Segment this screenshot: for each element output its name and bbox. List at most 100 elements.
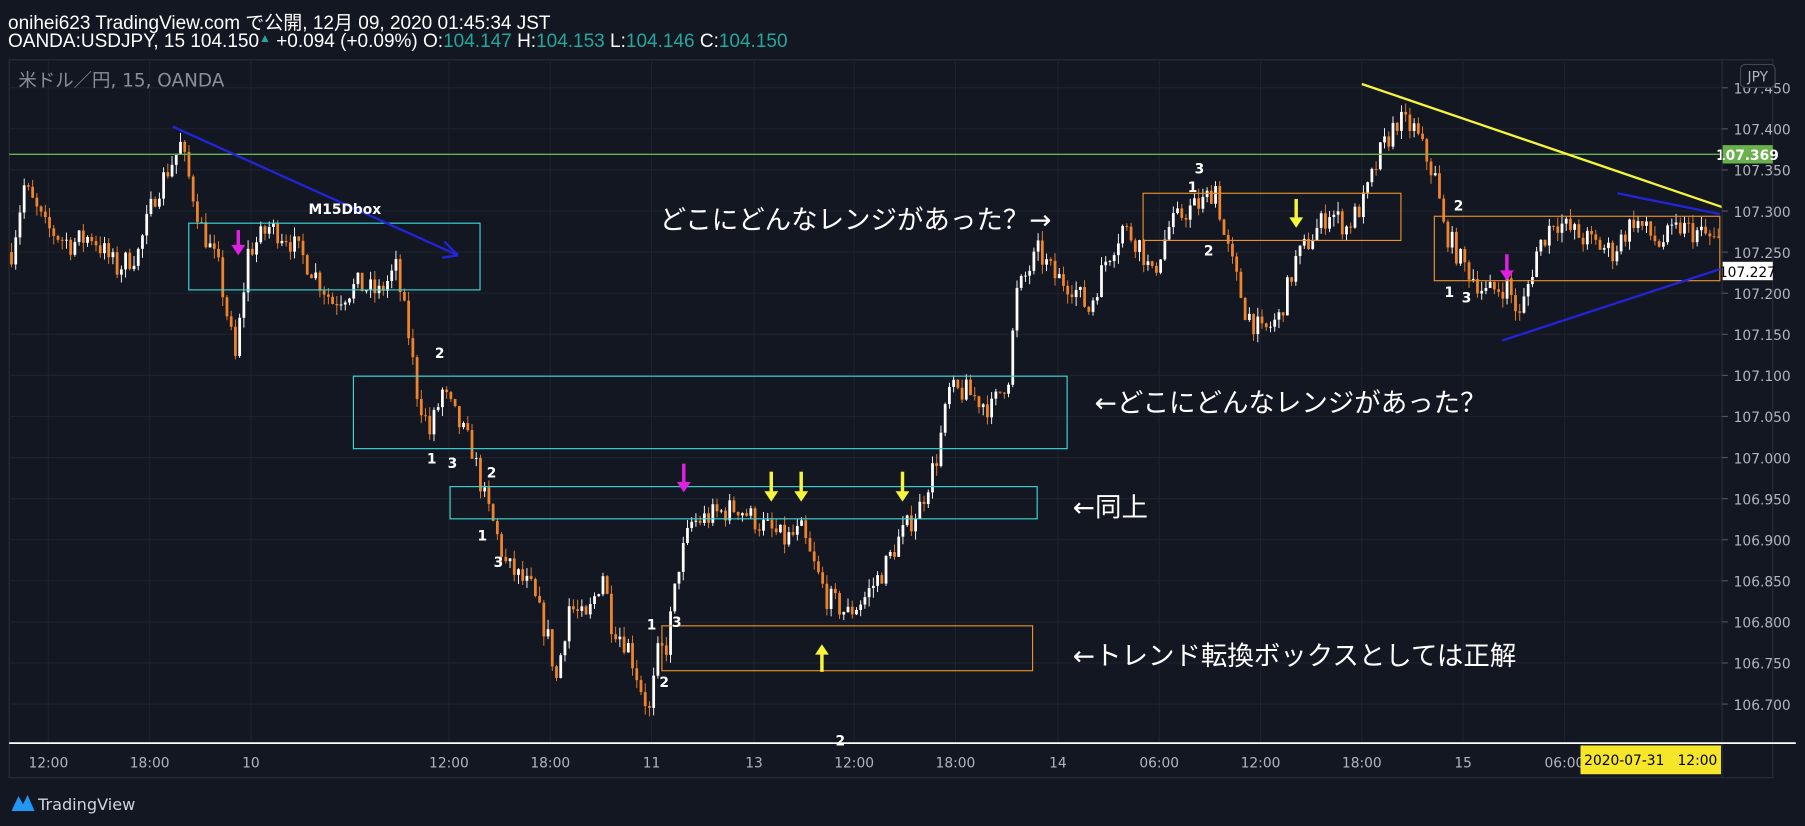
candle-body xyxy=(479,458,482,492)
candle-body xyxy=(124,252,127,270)
candle-body xyxy=(1607,242,1610,249)
low-value: 104.146 xyxy=(625,31,695,52)
candle-body xyxy=(1193,198,1196,206)
candle-body xyxy=(1315,227,1319,241)
tradingview-logo[interactable]: TradingView xyxy=(11,794,136,814)
candle-body xyxy=(284,240,288,243)
candle-body xyxy=(1040,240,1044,265)
candle-body xyxy=(504,556,508,562)
candle-body xyxy=(977,396,981,408)
candle-body xyxy=(1100,265,1103,298)
candle-body xyxy=(1159,259,1163,273)
candle-body xyxy=(27,185,30,187)
candle-body xyxy=(1176,208,1179,214)
candle-body xyxy=(791,532,795,535)
horizontal-line-price-label xyxy=(1722,145,1773,164)
candle-body xyxy=(1476,278,1479,294)
candle-body xyxy=(1666,225,1669,243)
candle-body xyxy=(1556,226,1560,233)
candle-body xyxy=(18,212,22,238)
candle-body xyxy=(56,236,60,240)
candle-body xyxy=(69,239,73,255)
symbol-label[interactable]: OANDA:USDJPY, 15 xyxy=(8,31,186,52)
candle-body xyxy=(390,270,394,281)
symbol-watermark: 米ドル／円, 15, OANDA xyxy=(18,70,224,91)
candle-body xyxy=(1400,111,1403,131)
candle-body xyxy=(81,230,85,243)
candle-body xyxy=(1340,211,1344,235)
time-tick-label: 10 xyxy=(242,755,260,771)
candle-body xyxy=(1514,295,1517,312)
price-tick-label: 107.250 xyxy=(1734,246,1791,262)
close-value: 104.150 xyxy=(718,31,788,52)
candle-body xyxy=(174,153,178,165)
tradingview-logo-icon xyxy=(11,794,35,812)
candle-body xyxy=(618,636,622,640)
candle-body xyxy=(136,248,140,266)
candle-body xyxy=(1247,313,1251,320)
candle-body xyxy=(441,389,444,408)
candle-body xyxy=(196,201,199,223)
price-tick-label: 106.750 xyxy=(1734,657,1791,673)
candle-body xyxy=(1522,296,1526,313)
candle-body xyxy=(1108,261,1112,263)
candle-body xyxy=(909,515,913,532)
candle-body xyxy=(702,513,706,523)
candle-body xyxy=(1539,239,1543,252)
candle-body xyxy=(593,596,596,604)
candle-body xyxy=(314,272,318,279)
candle-body xyxy=(512,558,516,575)
candle-body xyxy=(1104,261,1108,266)
currency-button-label[interactable]: JPY xyxy=(1747,70,1769,86)
candle-body xyxy=(939,432,943,467)
candle-body xyxy=(871,585,875,589)
candle-body xyxy=(1645,221,1648,226)
candle-body xyxy=(533,578,537,596)
candle-body xyxy=(1442,198,1446,222)
time-tick-label: 12:00 xyxy=(834,755,874,771)
candle-body xyxy=(724,510,727,521)
time-tick-label: 12:00 xyxy=(1241,755,1281,771)
candle-body xyxy=(1133,240,1137,252)
candle-body xyxy=(1695,230,1699,243)
time-tick-label: 12:00 xyxy=(429,755,469,771)
candle-body xyxy=(1252,313,1255,335)
candle-body xyxy=(1209,190,1213,204)
candle-body xyxy=(1150,261,1154,266)
candle-body xyxy=(1045,259,1048,265)
candle-body xyxy=(73,242,77,255)
ohlc-legend: OANDA:USDJPY, 15 104.150▲ +0.094 (+0.09%… xyxy=(8,31,788,53)
candle-body xyxy=(1302,238,1306,246)
candle-body xyxy=(1235,256,1239,272)
arrow-down-magenta-icon xyxy=(676,482,691,493)
candle-body xyxy=(969,379,972,396)
arrow-down-magenta-icon xyxy=(1499,270,1514,281)
candle-body xyxy=(859,604,863,610)
candle-body xyxy=(1623,234,1627,242)
candle-body xyxy=(1421,133,1424,140)
box-label: M15Dbox xyxy=(309,202,382,218)
candle-body xyxy=(445,389,449,393)
time-axis[interactable]: 12:00 18:00 10 12:00 18:00 11 13 12:00 18:00 14 06… xyxy=(28,755,1584,771)
candle-body xyxy=(1459,249,1462,264)
candle-body xyxy=(221,257,225,298)
open-label: O: xyxy=(423,31,444,52)
trend-line-blue xyxy=(1501,268,1721,342)
currency-button[interactable] xyxy=(1739,63,1776,89)
candle-body xyxy=(1066,285,1070,295)
candle-body xyxy=(812,551,816,562)
candle-body xyxy=(1349,226,1353,228)
candle-body xyxy=(1260,316,1264,324)
candle-body xyxy=(1683,222,1686,234)
candle-body xyxy=(1281,312,1285,316)
candle-body xyxy=(1231,243,1234,257)
publish-info: onihei623 TradingView.com で公開, 12月 09, 2… xyxy=(8,13,551,34)
candle-body xyxy=(107,243,111,258)
candle-body xyxy=(779,524,782,533)
candle-body xyxy=(686,527,689,543)
range-box-orange xyxy=(1142,192,1402,242)
candle-body xyxy=(250,248,254,255)
candle-body xyxy=(1569,218,1572,230)
candle-body xyxy=(1366,182,1370,193)
